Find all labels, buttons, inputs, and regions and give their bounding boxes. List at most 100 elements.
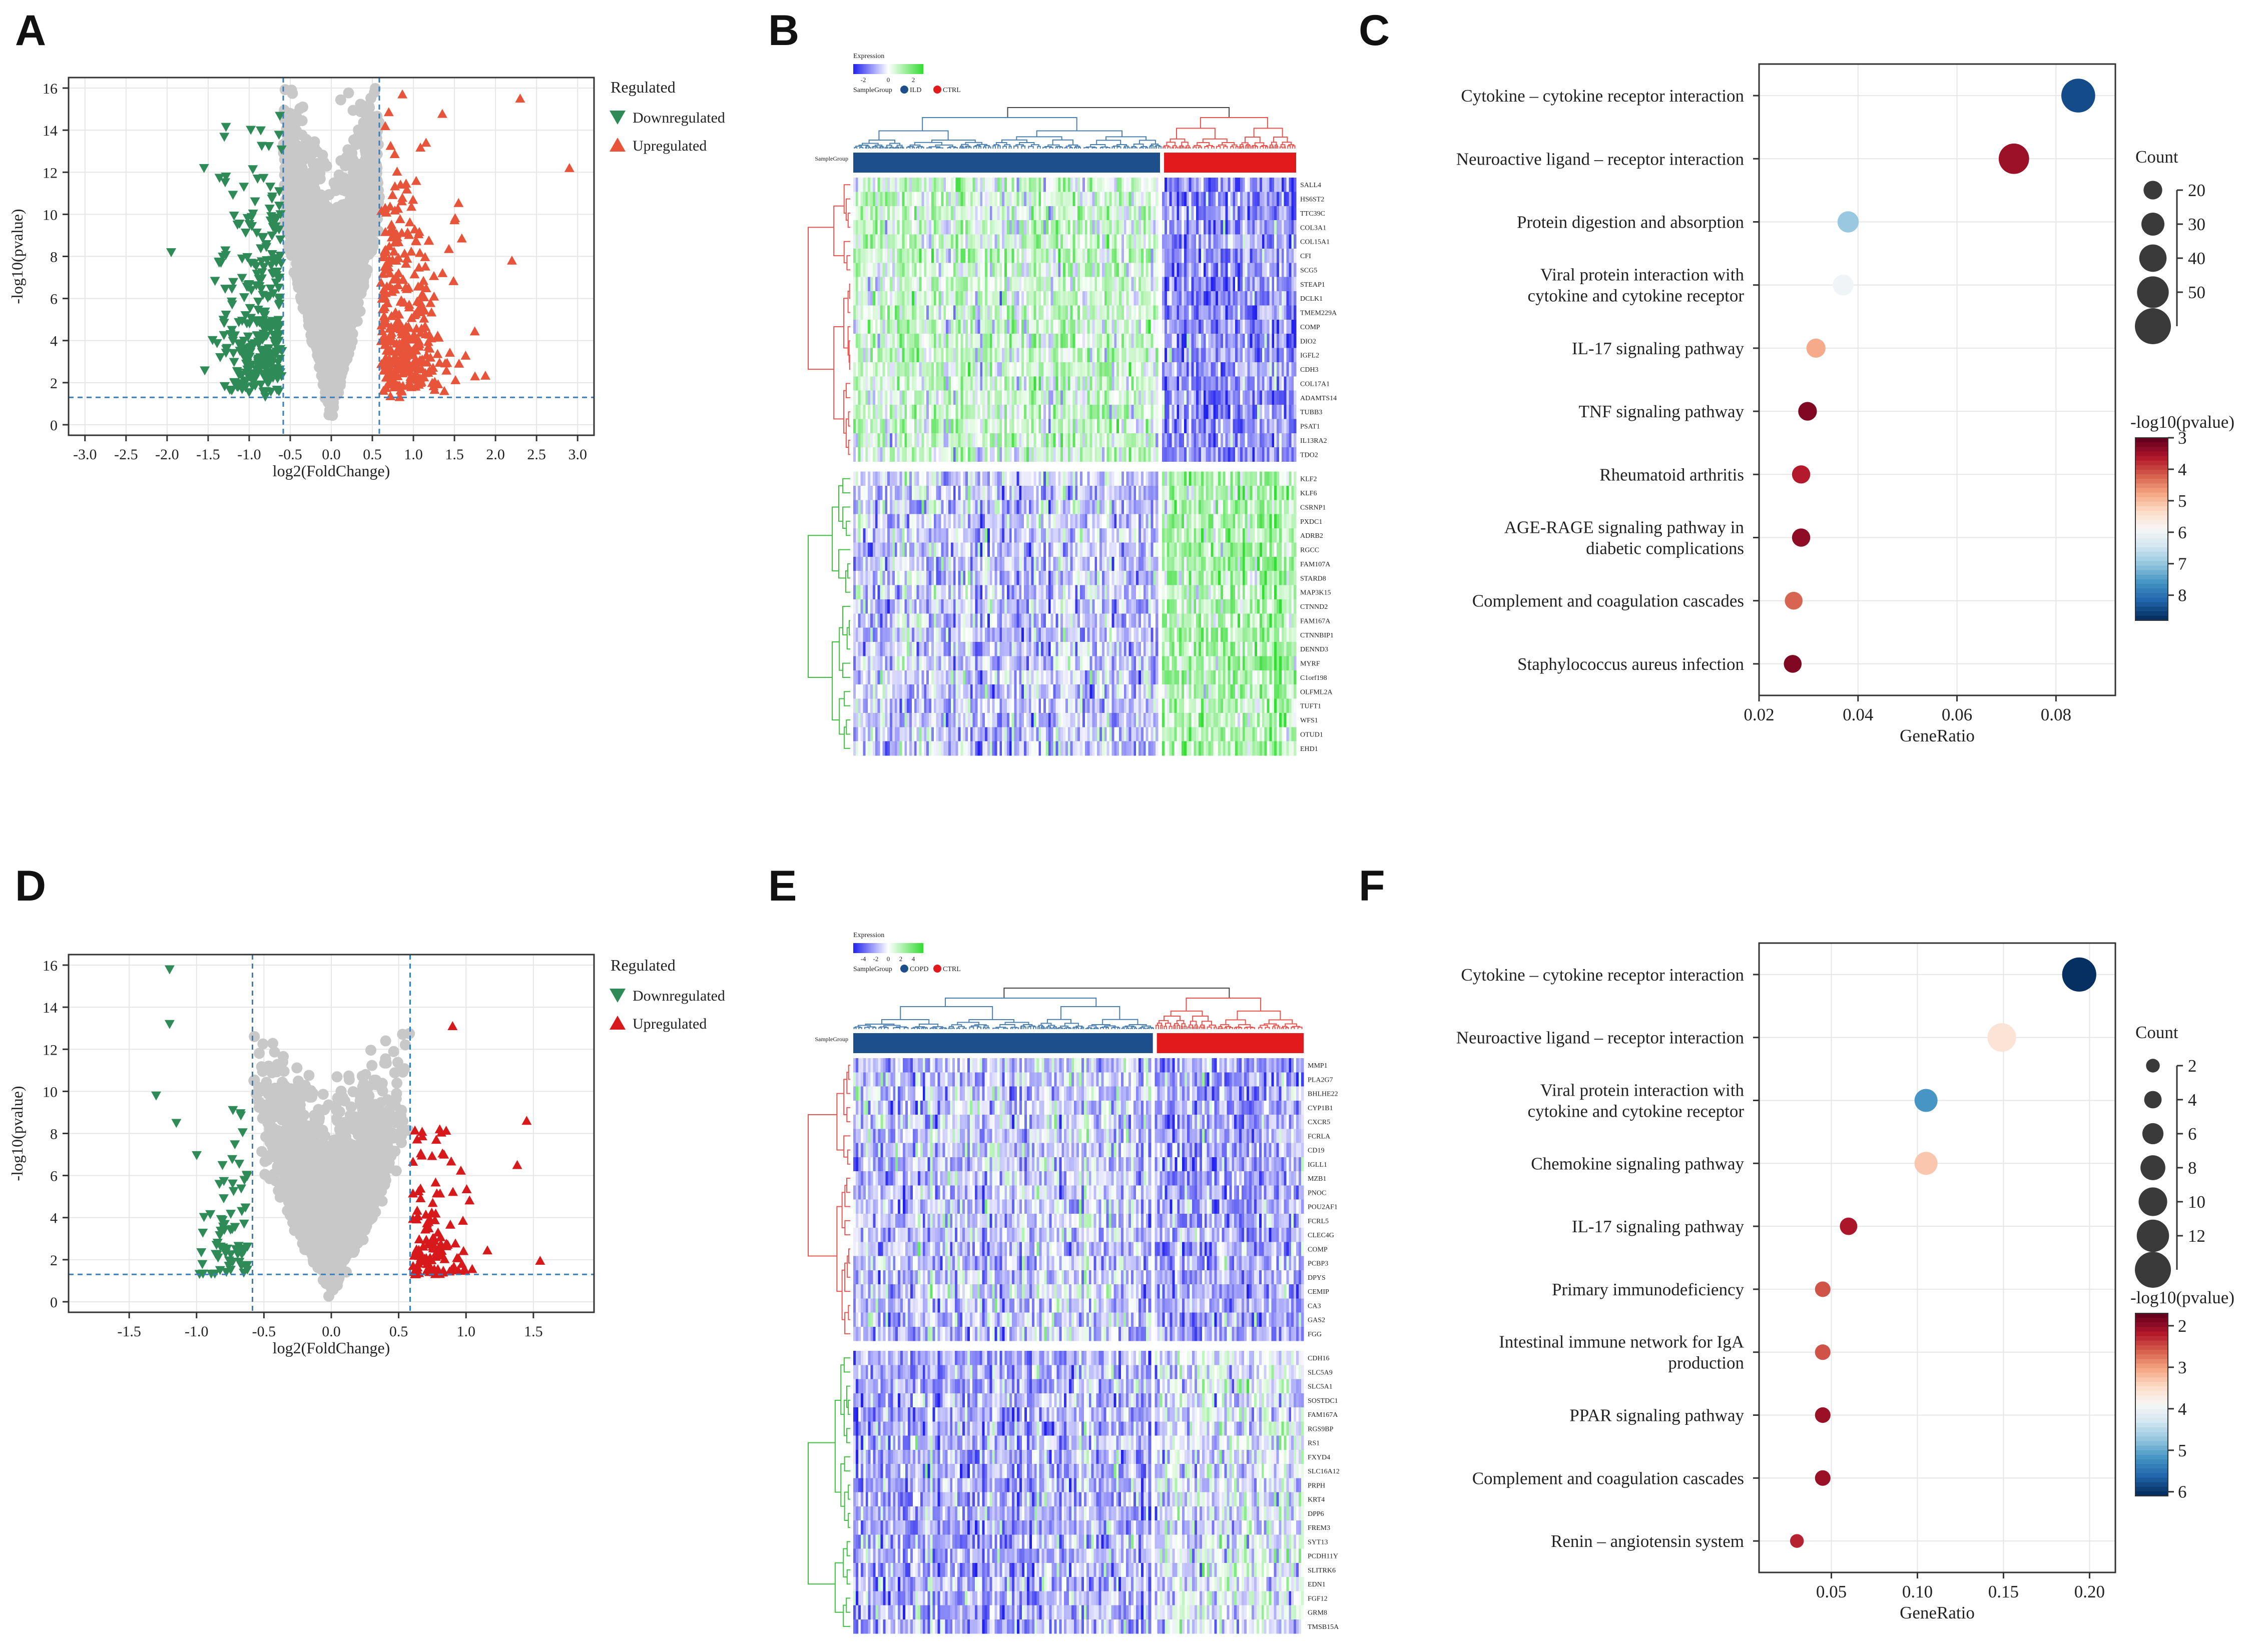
ns-point <box>321 161 332 172</box>
up-point <box>434 358 444 367</box>
ns-point <box>284 238 295 249</box>
ns-point <box>327 355 338 366</box>
up-point <box>393 268 403 277</box>
ns-point <box>345 269 356 280</box>
ns-point <box>280 84 291 95</box>
outlier-point <box>507 256 517 265</box>
ns-point <box>301 258 312 269</box>
ns-point <box>324 189 335 200</box>
y-tick-label: 0 <box>50 417 58 434</box>
ns-point <box>369 87 380 98</box>
volcano-plot-A: -3.0 -2.5 -2.0 -1.5 -1.0 -0.5 0.0 0.5 1.0 1.5 2.0 2… <box>8 78 725 480</box>
up-point <box>387 190 397 199</box>
down-point <box>253 298 263 307</box>
ns-point <box>365 232 376 243</box>
x-tick-label: -2.0 <box>155 446 179 463</box>
outlier-point <box>515 94 525 103</box>
down-point <box>227 285 237 294</box>
ns-point <box>354 247 365 258</box>
up-point <box>450 375 460 384</box>
ns-point <box>354 162 365 173</box>
ns-point <box>347 287 358 298</box>
ns-point <box>327 410 338 421</box>
ns-point <box>348 135 359 146</box>
ns-point <box>360 109 371 120</box>
ns-point <box>358 200 369 211</box>
y-tick-label: 16 <box>43 81 58 97</box>
ns-point <box>368 215 379 226</box>
ns-point <box>334 372 345 383</box>
down-point <box>256 127 266 136</box>
ns-point <box>348 229 359 240</box>
ns-point <box>302 210 313 221</box>
ns-point <box>325 333 336 344</box>
ns-point <box>297 102 308 113</box>
ns-point <box>371 175 382 186</box>
down-point <box>253 175 263 184</box>
outlier-point <box>564 163 575 172</box>
ns-point <box>305 296 316 307</box>
ns-point <box>327 266 338 277</box>
ns-point <box>307 275 318 286</box>
ns-point <box>343 182 354 193</box>
panel-label-A: A <box>15 7 46 55</box>
down-triangle-icon <box>610 111 626 125</box>
x-tick-label: 3.0 <box>568 446 587 463</box>
y-tick-label: 8 <box>50 249 58 266</box>
ns-point <box>325 370 336 381</box>
up-point <box>445 348 455 357</box>
up-point <box>429 271 439 280</box>
down-point <box>250 198 260 207</box>
x-tick-label: -2.5 <box>114 446 138 463</box>
down-point <box>239 183 249 192</box>
x-tick-label: 0.0 <box>322 446 341 463</box>
legend-item-label: Upregulated <box>633 138 707 154</box>
up-point <box>444 244 454 253</box>
up-point <box>470 326 480 335</box>
down-point <box>228 191 238 200</box>
x-tick-label: -1.5 <box>196 446 220 463</box>
ns-point <box>295 239 306 250</box>
ns-point <box>286 250 297 261</box>
ns-point <box>371 111 382 122</box>
points-A <box>166 83 575 421</box>
up-point <box>448 276 458 285</box>
legend-item-label: Downregulated <box>633 110 725 126</box>
panel-label-C: C <box>1359 7 1390 55</box>
ns-point <box>337 317 348 328</box>
outlier-point <box>199 164 209 173</box>
up-point <box>411 176 421 185</box>
ns-point <box>330 231 341 242</box>
x-tick-label: -1.0 <box>237 446 261 463</box>
up-point <box>424 236 434 245</box>
panel-label-D: D <box>15 862 46 910</box>
ns-point <box>257 1039 268 1050</box>
x-tick-label: 1.0 <box>404 446 423 463</box>
up-point <box>395 214 405 223</box>
down-point <box>228 349 238 358</box>
down-point <box>219 133 229 142</box>
x-axis-label: log2(FoldChange) <box>273 462 390 480</box>
up-point <box>433 331 443 340</box>
up-point <box>437 109 447 118</box>
down-point <box>264 142 274 151</box>
y-axis-label: -log10(pvalue) <box>8 209 26 304</box>
outlier-point <box>470 371 480 380</box>
down-point <box>229 358 239 367</box>
y-tick-label: 10 <box>43 207 58 223</box>
up-point <box>460 351 470 360</box>
y-tick-label: 14 <box>43 123 58 139</box>
ns-point <box>344 298 355 309</box>
up-point <box>406 247 416 256</box>
y-tick-label: 2 <box>50 375 58 392</box>
panel-label-F: F <box>1359 862 1385 910</box>
up-point <box>454 359 464 368</box>
down-point <box>215 353 225 362</box>
ns-point <box>327 391 338 402</box>
x-tick-label: -0.5 <box>278 446 302 463</box>
ns-point <box>346 148 357 159</box>
down-point <box>227 301 237 310</box>
ns-point <box>290 221 301 232</box>
up-point <box>421 138 431 147</box>
ns-point <box>309 313 320 324</box>
